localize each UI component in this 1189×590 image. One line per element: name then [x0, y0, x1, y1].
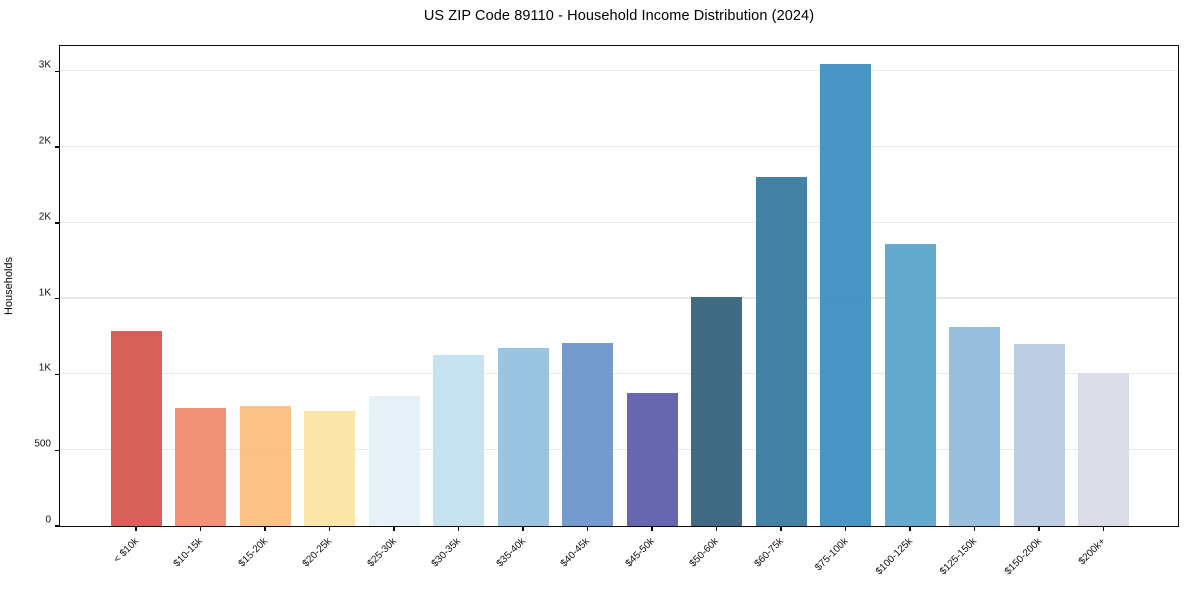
x-tick-label: $20-25k [300, 536, 335, 570]
gridline [60, 449, 1178, 451]
x-tick-label: $45-50k [623, 536, 657, 570]
y-tick-mark [55, 449, 60, 451]
y-tick-mark [55, 373, 60, 376]
x-tick-mark [199, 526, 202, 531]
x-tick-mark [522, 526, 524, 531]
x-tick-mark [651, 526, 653, 531]
bar [691, 297, 742, 526]
chart-title: US ZIP Code 89110 - Household Income Dis… [423, 8, 815, 24]
x-tick-label: $25-30k [365, 536, 399, 570]
x-tick-mark [457, 526, 460, 531]
x-tick-label: $150-200k [1002, 536, 1044, 578]
gridline [60, 221, 1178, 223]
x-tick-mark [1038, 526, 1040, 531]
x-tick-label: $10-15k [171, 536, 206, 570]
x-tick-label: < $10k [111, 536, 141, 566]
x-tick-mark [973, 526, 976, 531]
bar [1078, 372, 1129, 526]
bar [820, 64, 871, 526]
bar [1013, 344, 1065, 526]
x-tick-mark [715, 526, 718, 531]
y-tick-label: 500 [34, 438, 51, 450]
x-tick-mark [780, 526, 782, 531]
x-tick-mark [328, 526, 331, 531]
bar [755, 176, 807, 526]
bar [304, 410, 355, 526]
x-tick-mark [393, 526, 395, 531]
x-tick-mark [135, 526, 137, 531]
bar [949, 326, 1000, 526]
x-tick-mark [586, 526, 589, 531]
y-tick-label: 0 [45, 514, 51, 526]
plot-area: 0 500 1K 1K 2K 2K 3K < $10k $10-15k $15-20k $20-2… [34, 45, 1179, 577]
bar [175, 407, 226, 526]
bar [239, 406, 291, 526]
x-tick-label: $100-125k [873, 536, 915, 578]
y-tick-label: 2K [38, 135, 51, 147]
x-tick-label: $200k+ [1077, 536, 1109, 568]
gridline [60, 297, 1178, 299]
x-tick-label: $35-40k [494, 536, 528, 570]
x-tick-label: $125-150k [938, 536, 980, 578]
bar [368, 395, 420, 526]
x-tick-label: $60-75k [752, 536, 786, 570]
bar [497, 347, 549, 526]
x-tick-label: $75-100k [813, 536, 851, 574]
x-tick-mark [844, 526, 847, 531]
x-tick-mark [909, 526, 911, 531]
bar [110, 331, 162, 526]
y-tick-label: 1K [38, 362, 51, 374]
x-tick-label: $50-60k [687, 536, 722, 570]
bar [626, 392, 678, 526]
x-tick-label: $15-20k [236, 536, 270, 570]
y-tick-label: 2K [38, 211, 51, 223]
y-tick-label: 3K [38, 59, 51, 71]
x-tick-mark [1102, 526, 1105, 531]
y-tick-mark [55, 146, 60, 148]
y-axis-label: Households [3, 256, 15, 316]
gridline [60, 373, 1178, 375]
bar [562, 342, 613, 526]
x-tick-mark [264, 526, 266, 531]
y-tick-mark [55, 70, 60, 72]
bar [433, 354, 484, 526]
y-tick-label: 1K [38, 287, 51, 299]
x-tick-label: $30-35k [429, 536, 464, 570]
gridline [60, 70, 1178, 72]
y-tick-mark [55, 297, 60, 300]
y-tick-mark [55, 222, 60, 224]
gridline [60, 145, 1178, 148]
bar [884, 244, 936, 526]
x-tick-label: $40-45k [558, 536, 593, 570]
y-tick-mark [55, 525, 60, 527]
